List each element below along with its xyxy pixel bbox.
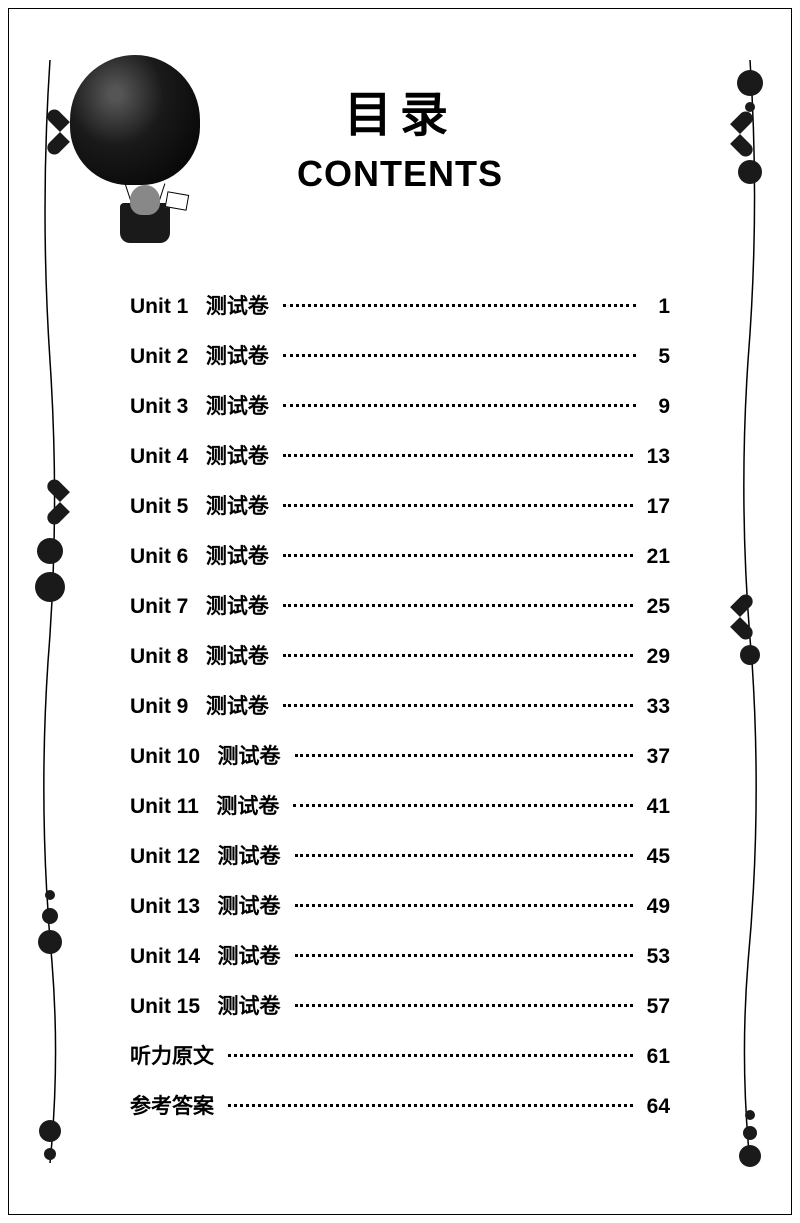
heart-icon [738, 120, 762, 148]
bead-icon [38, 930, 62, 954]
toc-dot-leader [295, 954, 633, 957]
toc-dot-leader [228, 1054, 633, 1057]
heart-icon [38, 118, 62, 146]
toc-row: Unit 14 测试卷 53 [130, 940, 670, 990]
right-decoration-strand [730, 60, 770, 1163]
toc-entry-label: Unit 2 测试卷 [130, 340, 279, 370]
bead-icon [42, 908, 58, 924]
table-of-contents: Unit 1 测试卷 1 Unit 2 测试卷 5 Unit 3 测试卷 9 Unit 4 … [130, 290, 670, 1140]
toc-row: Unit 10 测试卷 37 [130, 740, 670, 790]
toc-entry-page: 21 [637, 545, 670, 569]
toc-row: Unit 3 测试卷 9 [130, 390, 670, 440]
toc-dot-leader [283, 304, 636, 307]
toc-dot-leader [295, 904, 633, 907]
toc-entry-page: 5 [640, 345, 670, 369]
toc-dot-leader [283, 454, 633, 457]
toc-dot-leader [228, 1104, 633, 1107]
toc-entry-page: 17 [637, 495, 670, 519]
title-chinese: 目录 [0, 75, 800, 145]
toc-entry-page: 29 [637, 645, 670, 669]
toc-entry-label: Unit 10 测试卷 [130, 740, 291, 770]
bead-icon [743, 1126, 757, 1140]
bead-icon [35, 572, 65, 602]
title-english: CONTENTS [0, 153, 800, 195]
toc-entry-label: Unit 6 测试卷 [130, 540, 279, 570]
toc-entry-label: Unit 13 测试卷 [130, 890, 291, 920]
left-decoration-strand [30, 60, 70, 1163]
bead-icon [45, 890, 55, 900]
bead-icon [739, 1145, 761, 1167]
heart-icon [38, 488, 62, 516]
toc-row: Unit 1 测试卷 1 [130, 290, 670, 340]
toc-row: Unit 7 测试卷 25 [130, 590, 670, 640]
toc-dot-leader [295, 754, 633, 757]
toc-entry-page: 53 [637, 945, 670, 969]
bead-icon [737, 70, 763, 96]
toc-row: Unit 13 测试卷 49 [130, 890, 670, 940]
toc-entry-label: Unit 1 测试卷 [130, 290, 279, 320]
toc-entry-page: 45 [637, 845, 670, 869]
toc-entry-page: 25 [637, 595, 670, 619]
toc-row: 听力原文 61 [130, 1040, 670, 1090]
toc-row: 参考答案 64 [130, 1090, 670, 1140]
toc-dot-leader [283, 354, 636, 357]
toc-entry-page: 1 [640, 295, 670, 319]
bead-icon [39, 1120, 61, 1142]
bead-icon [37, 538, 63, 564]
toc-entry-page: 9 [640, 395, 670, 419]
toc-entry-page: 41 [637, 795, 670, 819]
toc-row: Unit 6 测试卷 21 [130, 540, 670, 590]
toc-row: Unit 15 测试卷 57 [130, 990, 670, 1040]
title-block: 目录 CONTENTS [0, 75, 800, 195]
toc-entry-page: 49 [637, 895, 670, 919]
toc-entry-label: Unit 9 测试卷 [130, 690, 279, 720]
toc-row: Unit 12 测试卷 45 [130, 840, 670, 890]
bead-icon [745, 1110, 755, 1120]
toc-entry-label: 参考答案 [130, 1090, 224, 1120]
toc-dot-leader [283, 604, 633, 607]
toc-row: Unit 8 测试卷 29 [130, 640, 670, 690]
toc-entry-label: Unit 4 测试卷 [130, 440, 279, 470]
toc-entry-label: Unit 12 测试卷 [130, 840, 291, 870]
toc-row: Unit 4 测试卷 13 [130, 440, 670, 490]
toc-row: Unit 5 测试卷 17 [130, 490, 670, 540]
toc-entry-label: Unit 3 测试卷 [130, 390, 279, 420]
toc-entry-page: 37 [637, 745, 670, 769]
toc-entry-label: Unit 14 测试卷 [130, 940, 291, 970]
toc-entry-label: 听力原文 [130, 1040, 224, 1070]
bead-icon [738, 160, 762, 184]
toc-row: Unit 9 测试卷 33 [130, 690, 670, 740]
toc-entry-label: Unit 11 测试卷 [130, 790, 289, 820]
toc-row: Unit 2 测试卷 5 [130, 340, 670, 390]
bead-icon [740, 645, 760, 665]
toc-entry-page: 13 [637, 445, 670, 469]
toc-dot-leader [293, 804, 632, 807]
toc-row: Unit 11 测试卷 41 [130, 790, 670, 840]
toc-dot-leader [283, 554, 633, 557]
toc-dot-leader [283, 654, 633, 657]
toc-entry-label: Unit 7 测试卷 [130, 590, 279, 620]
bead-icon [44, 1148, 56, 1160]
toc-entry-page: 64 [637, 1095, 670, 1119]
toc-dot-leader [295, 1004, 633, 1007]
toc-dot-leader [283, 504, 633, 507]
toc-dot-leader [295, 854, 633, 857]
toc-entry-page: 33 [637, 695, 670, 719]
toc-entry-label: Unit 5 测试卷 [130, 490, 279, 520]
heart-icon [738, 603, 762, 631]
toc-dot-leader [283, 404, 636, 407]
toc-dot-leader [283, 704, 633, 707]
toc-entry-page: 57 [637, 995, 670, 1019]
toc-entry-label: Unit 8 测试卷 [130, 640, 279, 670]
toc-entry-label: Unit 15 测试卷 [130, 990, 291, 1020]
toc-entry-page: 61 [637, 1045, 670, 1069]
